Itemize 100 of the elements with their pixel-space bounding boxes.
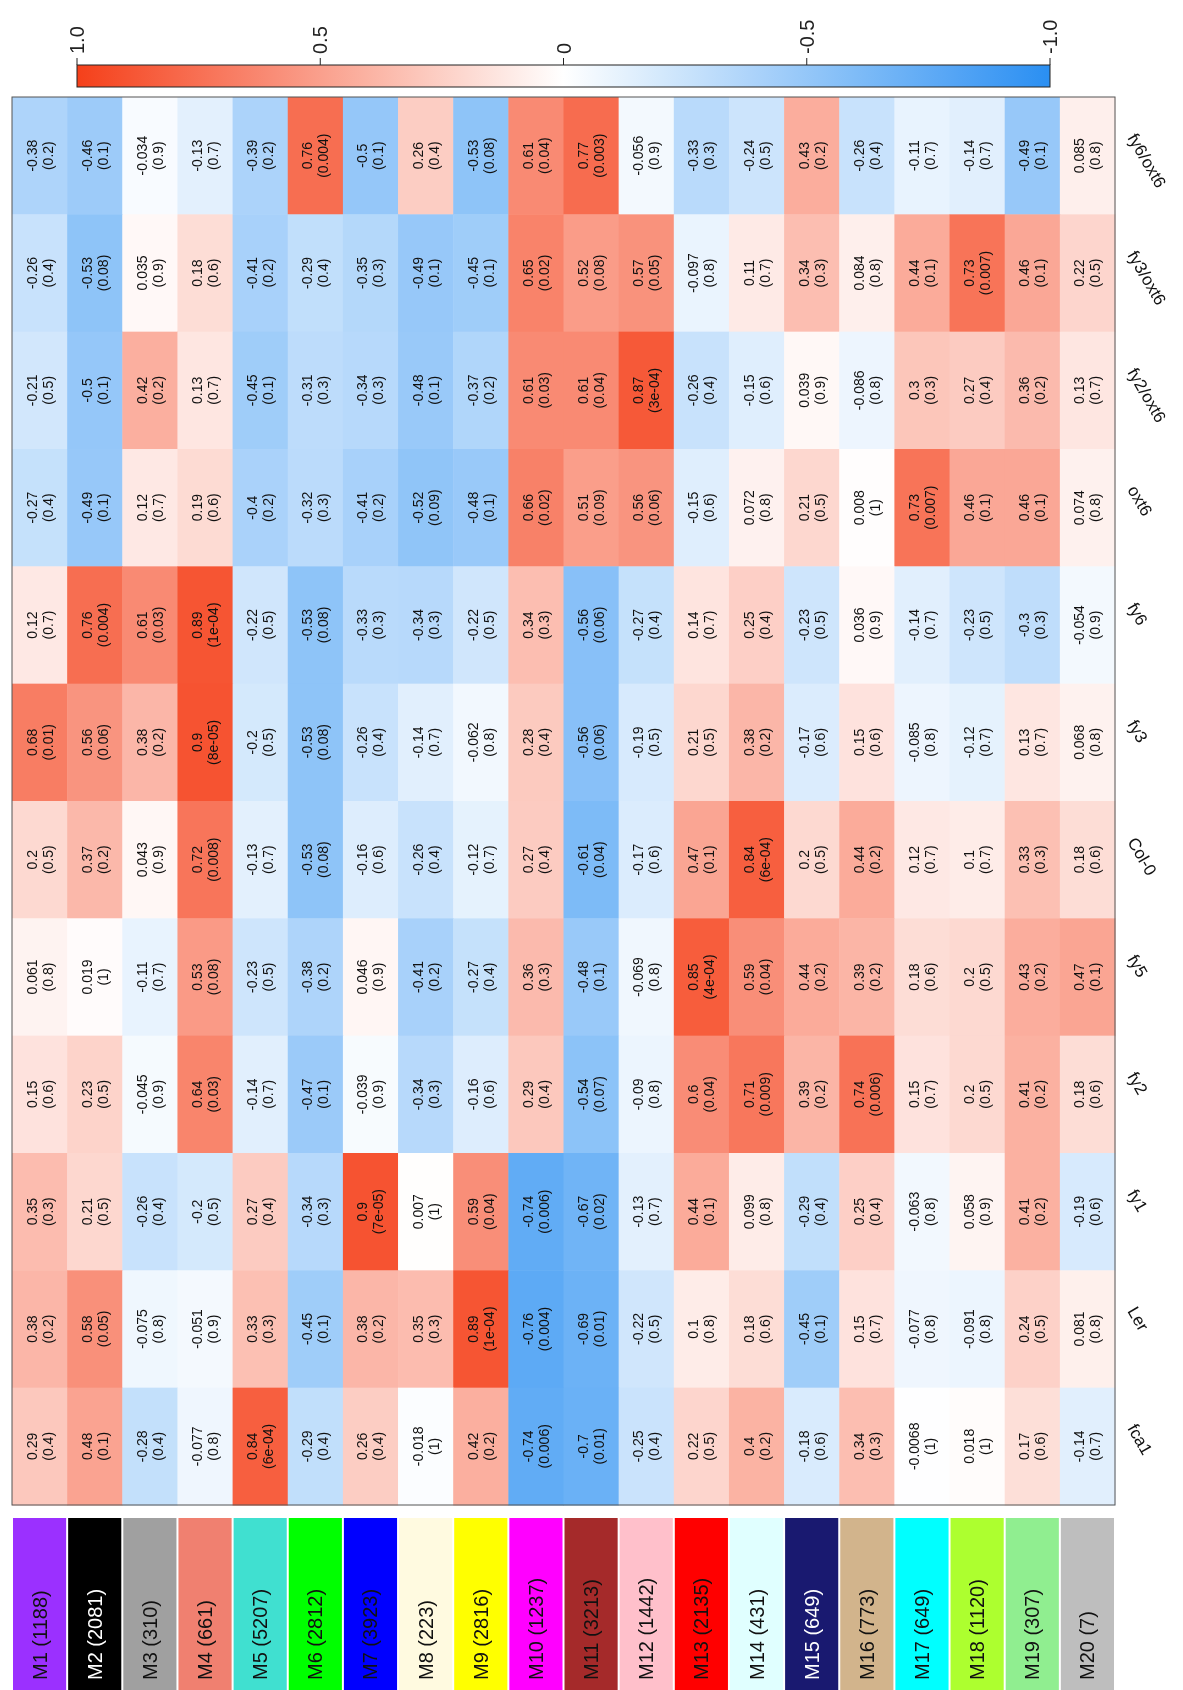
data-label: 0.4 (0.2) bbox=[740, 1431, 773, 1461]
data-label: -0.13 (0.7) bbox=[630, 1195, 663, 1228]
data-label: -0.018 (1) bbox=[409, 1426, 442, 1467]
data-label: -0.33 (0.3) bbox=[685, 139, 718, 172]
data-label: 0.12 (0.7) bbox=[23, 610, 56, 640]
data-label: 0.24 (0.5) bbox=[1016, 1314, 1049, 1344]
data-label: 0.29 (0.4) bbox=[23, 1431, 56, 1461]
data-label: -0.38 (0.2) bbox=[299, 960, 332, 993]
data-label: -0.5 (0.1) bbox=[78, 375, 111, 405]
data-label: 0.39 (0.2) bbox=[795, 1079, 828, 1109]
data-label: 0.018 (1) bbox=[961, 1428, 994, 1464]
data-label: 0.11 (0.7) bbox=[740, 258, 773, 288]
data-label: -0.54 (0.07) bbox=[575, 1076, 608, 1113]
data-label: 0.46 (0.1) bbox=[1016, 493, 1049, 523]
data-label: 0.22 (0.5) bbox=[1071, 258, 1104, 288]
data-label: 0.56 (0.06) bbox=[630, 489, 663, 526]
data-label: -0.23 (0.5) bbox=[244, 960, 277, 993]
data-label: -0.077 (0.8) bbox=[189, 1426, 222, 1467]
data-label: -0.34 (0.3) bbox=[299, 1195, 332, 1228]
data-label: 0.2 (0.5) bbox=[795, 845, 828, 875]
data-label: 0.44 (0.1) bbox=[905, 258, 938, 288]
color-bar-label: 1.0 bbox=[66, 26, 88, 54]
data-label: 0.66 (0.02) bbox=[519, 489, 552, 526]
data-label: 0.12 (0.7) bbox=[905, 845, 938, 875]
data-label: 0.035 (0.9) bbox=[133, 255, 166, 291]
data-label: -0.16 (0.6) bbox=[464, 1078, 497, 1111]
data-label: 0.099 (0.8) bbox=[740, 1193, 773, 1230]
data-label: 0.47 (0.1) bbox=[685, 845, 718, 875]
data-label: -0.41 (0.2) bbox=[244, 256, 277, 289]
data-label: -0.53 (0.08) bbox=[78, 254, 111, 292]
data-label: 0.68 (0.01) bbox=[23, 724, 56, 761]
x-tick-label: M18 (1120) bbox=[966, 1579, 989, 1680]
y-tick-label: fy5 bbox=[1123, 951, 1152, 981]
color-bar-label: 0.5 bbox=[309, 26, 332, 54]
data-label: -0.28 (0.4) bbox=[133, 1430, 166, 1463]
data-label: -0.034 (0.9) bbox=[133, 135, 166, 176]
data-label: -0.23 (0.5) bbox=[795, 608, 828, 641]
data-label: 0.21 (0.5) bbox=[685, 727, 718, 757]
data-label: 0.15 (0.7) bbox=[905, 1079, 938, 1109]
data-label: 0.18 (0.6) bbox=[740, 1314, 773, 1344]
data-label: 0.46 (0.1) bbox=[1016, 258, 1049, 288]
data-label: -0.19 (0.5) bbox=[630, 726, 663, 759]
data-label: -0.26 (0.4) bbox=[850, 139, 883, 172]
data-label: -0.49 (0.1) bbox=[78, 491, 111, 524]
data-label: 0.2 (0.5) bbox=[961, 962, 994, 992]
x-tick-label: M15 (649) bbox=[800, 1588, 823, 1680]
data-label: 0.27 (0.4) bbox=[519, 845, 552, 875]
data-label: -0.17 (0.6) bbox=[795, 726, 828, 759]
data-label: -0.13 (0.7) bbox=[189, 139, 222, 172]
data-label: 0.12 (0.7) bbox=[133, 493, 166, 523]
data-label: -0.14 (0.7) bbox=[961, 139, 994, 172]
x-tick-label: M9 (2816) bbox=[469, 1588, 492, 1680]
data-label: 0.71 (0.009) bbox=[740, 1072, 773, 1117]
y-tick-label: Ler bbox=[1123, 1303, 1153, 1335]
data-label: -0.14 (0.7) bbox=[244, 1078, 277, 1111]
data-label: 0.59 (0.04) bbox=[740, 958, 773, 996]
data-label: 0.007 (1) bbox=[409, 1193, 442, 1230]
data-label: 0.59 (0.04) bbox=[464, 1193, 497, 1230]
x-tick-label: M1 (1188) bbox=[28, 1590, 51, 1680]
data-label: 0.074 (0.8) bbox=[1071, 489, 1104, 526]
data-label: 0.73 (0.007) bbox=[905, 485, 938, 530]
data-label: -0.14 (0.7) bbox=[1071, 1430, 1104, 1463]
data-label: -0.11 (0.7) bbox=[133, 961, 166, 993]
data-label: -0.075 (0.8) bbox=[133, 1308, 166, 1349]
data-label: -0.76 (0.004) bbox=[519, 1306, 552, 1352]
data-label: -0.26 (0.4) bbox=[685, 374, 718, 407]
data-label: 0.58 (0.05) bbox=[78, 1310, 111, 1348]
data-label: 0.18 (0.6) bbox=[189, 258, 222, 288]
data-label: -0.53 (0.08) bbox=[464, 137, 497, 174]
data-label: -0.086 (0.8) bbox=[850, 370, 883, 411]
data-label: -0.53 (0.08) bbox=[299, 841, 332, 878]
x-tick-label: M5 (5207) bbox=[249, 1588, 272, 1680]
data-label: -0.19 (0.6) bbox=[1071, 1195, 1104, 1228]
data-label: 0.42 (0.2) bbox=[464, 1431, 497, 1461]
data-label: 0.19 (0.6) bbox=[189, 493, 222, 523]
data-label: -0.53 (0.08) bbox=[299, 606, 332, 644]
data-label: 0.61 (0.03) bbox=[519, 372, 552, 409]
data-label: 0.57 (0.05) bbox=[630, 254, 663, 292]
data-label: -0.69 (0.01) bbox=[575, 1310, 608, 1348]
data-label: 0.18 (0.6) bbox=[1071, 1079, 1104, 1109]
data-label: 0.27 (0.4) bbox=[961, 375, 994, 405]
data-label: -0.2 (0.5) bbox=[244, 727, 277, 757]
x-tick-label: M3 (310) bbox=[138, 1599, 161, 1680]
y-tick-label: fy1 bbox=[1123, 1186, 1152, 1216]
data-label: -0.15 (0.6) bbox=[685, 491, 718, 524]
data-label: -0.34 (0.3) bbox=[354, 374, 387, 407]
data-label: 0.34 (0.3) bbox=[795, 258, 828, 288]
data-label: -0.41 (0.2) bbox=[409, 960, 442, 993]
data-label: -0.35 (0.3) bbox=[354, 256, 387, 289]
data-label: 0.2 (0.5) bbox=[23, 845, 56, 875]
data-label: -0.26 (0.4) bbox=[409, 843, 442, 876]
data-label: -0.13 (0.7) bbox=[244, 843, 277, 876]
x-tick-label: M8 (223) bbox=[414, 1599, 437, 1680]
data-label: 0.64 (0.03) bbox=[189, 1076, 222, 1113]
data-label: -0.48 (0.1) bbox=[409, 374, 442, 407]
data-label: -0.41 (0.2) bbox=[354, 491, 387, 524]
data-label: 0.87 (3e-04) bbox=[630, 367, 663, 413]
data-label: 0.085 (0.8) bbox=[1071, 137, 1104, 174]
x-tick-label: M12 (1442) bbox=[635, 1577, 658, 1680]
data-label: 0.008 (1) bbox=[850, 489, 883, 526]
